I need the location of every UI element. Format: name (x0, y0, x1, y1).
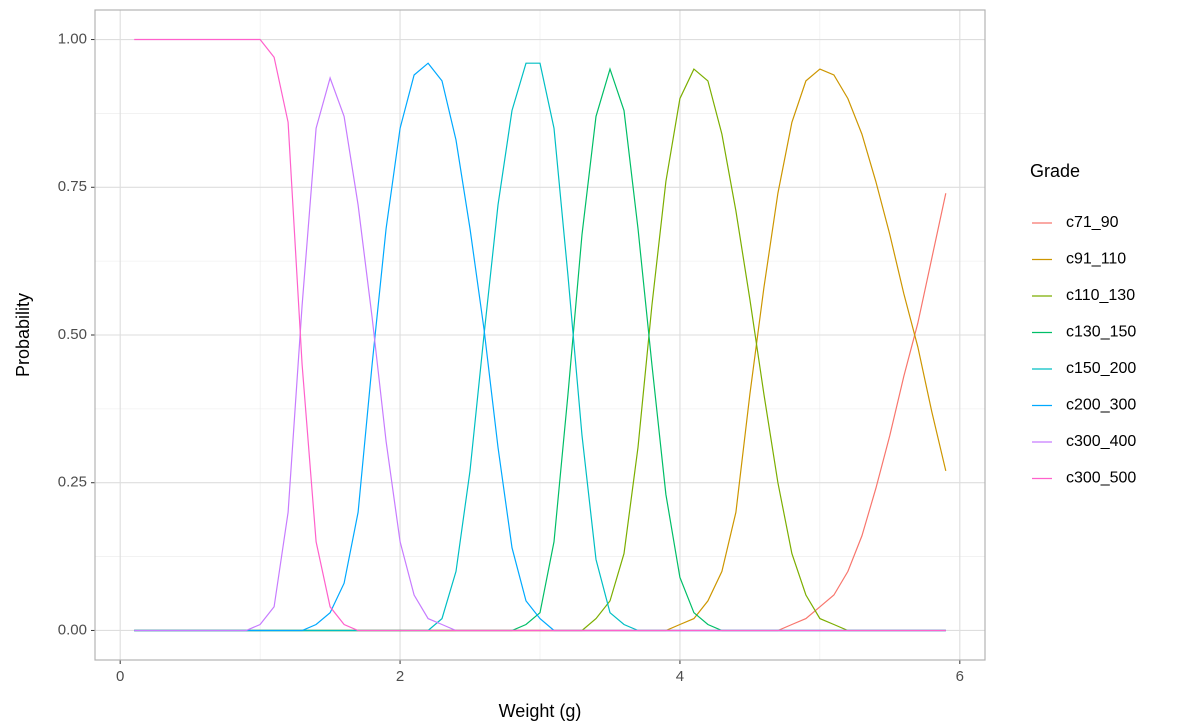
series-line (134, 38, 946, 632)
y-tick-label: 1.00 (58, 31, 87, 48)
legend-label: c300_400 (1066, 433, 1136, 450)
panel-border (94, 9, 986, 661)
x-tick-label: 2 (396, 668, 404, 685)
y-tick-label: 0.25 (58, 474, 87, 491)
legend-label: c150_200 (1066, 360, 1136, 377)
x-tick-label: 6 (956, 668, 964, 685)
legend-label: c91_110 (1066, 251, 1126, 268)
legend-label: c300_500 (1066, 470, 1136, 487)
x-axis-label: Weight (g) (499, 701, 582, 721)
y-tick-label: 0.75 (58, 178, 87, 195)
legend-title: Grade (1030, 161, 1080, 181)
legend-label: c71_90 (1066, 214, 1119, 231)
legend-label: c110_130 (1066, 287, 1135, 304)
legend-label: c130_150 (1066, 324, 1136, 341)
x-tick-label: 4 (676, 668, 684, 685)
legend-label: c200_300 (1066, 397, 1136, 414)
y-tick-label: 0.50 (58, 326, 87, 343)
y-tick-label: 0.00 (58, 621, 87, 638)
y-axis-label: Probability (13, 293, 33, 377)
x-tick-label: 0 (116, 668, 124, 685)
